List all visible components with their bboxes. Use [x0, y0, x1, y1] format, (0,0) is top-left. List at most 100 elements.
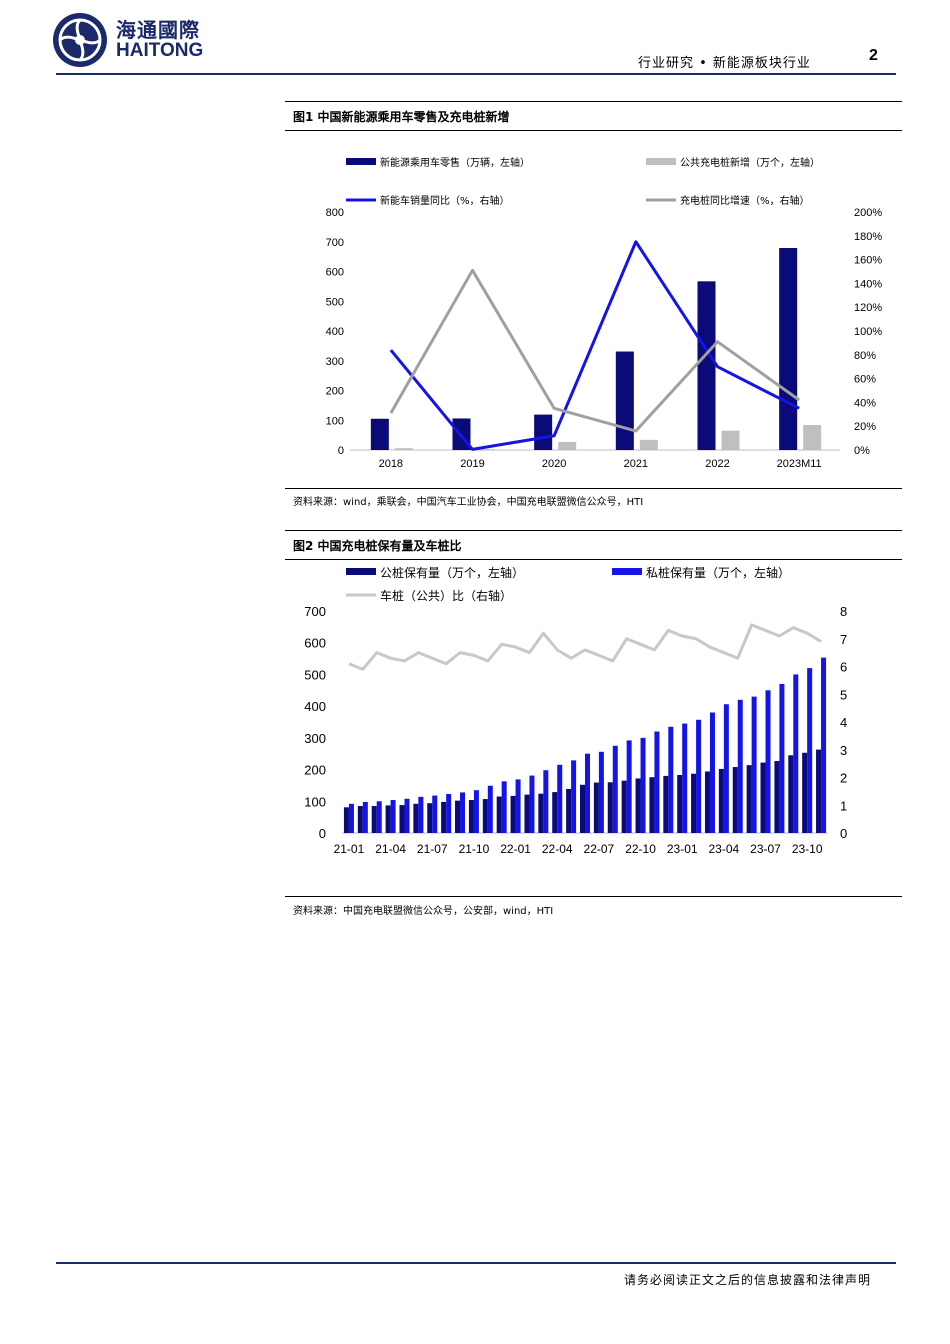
chart2-legend-swatch: [612, 568, 642, 575]
chart2-bar-public-chargers: [385, 805, 391, 833]
chart2-x-tick-label: 23-10: [792, 842, 823, 856]
chart1-legend-swatch: [346, 158, 376, 165]
chart1-legend-label: 公共充电桩新增（万个，左轴）: [680, 156, 820, 169]
chart2-bar-private-chargers: [723, 704, 729, 833]
chart2-bar-private-chargers: [779, 683, 785, 833]
chart2-bar-public-chargers: [593, 782, 599, 833]
chart2-x-tick-label: 21-01: [334, 842, 365, 856]
chart2-bar-private-chargers: [571, 760, 577, 833]
chart1-left-tick-label: 800: [326, 207, 344, 219]
chart1-bar-ev-retail: [534, 414, 553, 450]
chart2-x-tick-label: 23-07: [750, 842, 781, 856]
chart2-bar-private-chargers: [460, 792, 466, 833]
chart1-x-tick-label: 2023M11: [777, 458, 822, 470]
chart2-bar-public-chargers: [704, 771, 710, 833]
chart2-bar-public-chargers: [621, 780, 627, 833]
logo-english-text: HAITONG: [116, 40, 204, 61]
chart2-left-tick-label: 500: [304, 667, 326, 682]
chart1-bar-public-charger: [721, 430, 740, 450]
header-divider: [56, 73, 896, 75]
chart1-bar-ev-retail: [615, 351, 634, 450]
chart2-x-tick-label: 23-01: [667, 842, 698, 856]
chart2-bar-public-chargers: [343, 807, 349, 833]
figure1-title-bar: 图1 中国新能源乘用车零售及充电桩新增: [285, 101, 902, 131]
chart2-bar-private-chargers: [765, 690, 771, 833]
chart1-right-tick-label: 200%: [854, 207, 882, 219]
chart1-right-tick-label: 60%: [854, 374, 876, 386]
chart1-bar-public-charger: [476, 449, 495, 450]
footer-disclaimer: 请务必阅读正文之后的信息披露和法律声明: [624, 1273, 872, 1287]
chart2-left-tick-label: 600: [304, 636, 326, 651]
chart1-right-tick-label: 20%: [854, 421, 876, 433]
chart2-bar-public-chargers: [482, 799, 488, 833]
chart1-left-tick-label: 300: [326, 356, 344, 368]
chart2-bar-private-chargers: [404, 798, 410, 833]
chart2-bar-private-chargers: [376, 801, 382, 833]
chart1-legend-label: 新能源乘用车零售（万辆，左轴）: [380, 156, 530, 169]
chart1-line-charger-yoy: [389, 268, 801, 433]
chart2-x-tick-label: 22-07: [584, 842, 615, 856]
chart2-bar-private-chargers: [543, 770, 549, 833]
haitong-logo: 海通國際 HAITONG: [52, 12, 222, 68]
chart2-bar-private-chargers: [793, 674, 799, 833]
chart2-bar-private-chargers: [418, 796, 424, 833]
chart2-x-tick-label: 21-04: [375, 842, 406, 856]
chart2-x-tick-label: 22-04: [542, 842, 573, 856]
chart1-bar-public-charger: [558, 441, 577, 450]
figure1-source: 资料来源：wind，乘联会，中国汽车工业协会，中国充电联盟微信公众号，HTI: [293, 497, 644, 508]
chart2-legend-label: 公桩保有量（万个，左轴）: [380, 565, 524, 580]
chart2-left-tick-label: 700: [304, 604, 326, 619]
chart2-bar-private-chargers: [682, 723, 688, 833]
figure2-source: 资料来源：中国充电联盟微信公众号，公安部，wind，HTI: [293, 906, 554, 917]
chart2-bar-public-chargers: [496, 796, 502, 833]
chart2-left-tick-label: 300: [304, 731, 326, 746]
chart2-bar-public-chargers: [607, 782, 613, 833]
chart2-bar-private-chargers: [501, 781, 507, 833]
chart2-left-tick-label: 200: [304, 763, 326, 778]
chart1-bar-public-charger: [639, 439, 658, 450]
chart1-right-tick-label: 100%: [854, 326, 882, 338]
chart1-x-tick-label: 2022: [705, 458, 729, 470]
chart2-bar-public-chargers: [802, 752, 808, 833]
chart2-bar-private-chargers: [654, 731, 660, 833]
chart2-bar-public-chargers: [635, 778, 641, 833]
figure2-source-divider: [285, 896, 902, 897]
chart2-bar-private-chargers: [751, 696, 757, 833]
chart2-bar-public-chargers: [718, 768, 724, 833]
chart2-x-tick-label: 22-10: [625, 842, 656, 856]
chart1-bar-ev-retail: [697, 281, 716, 450]
chart2-bar-public-chargers: [371, 806, 377, 833]
chart2-right-tick-label: 5: [840, 687, 847, 702]
chart2-bar-public-chargers: [816, 749, 822, 833]
chart2-bar-public-chargers: [441, 801, 447, 833]
chart1-right-tick-label: 40%: [854, 397, 876, 409]
chart2-legend-swatch: [346, 568, 376, 575]
chart2-bar-public-chargers: [774, 761, 780, 833]
chart1-legend-swatch: [646, 158, 676, 165]
chart2-bar-public-chargers: [427, 803, 433, 833]
chart1-right-tick-label: 80%: [854, 350, 876, 362]
chart2-bar-public-chargers: [663, 775, 669, 833]
chart1-legend-label: 新能车销量同比（%，右轴）: [380, 194, 510, 207]
chart1-right-tick-label: 120%: [854, 302, 882, 314]
chart1-x-tick-label: 2019: [460, 458, 484, 470]
chart2-bar-private-chargers: [348, 803, 354, 833]
chart2-left-tick-label: 100: [304, 794, 326, 809]
chart1-left-tick-label: 600: [326, 267, 344, 279]
chart2-bar-private-chargers: [585, 753, 590, 833]
chart2-bar-private-chargers: [390, 800, 396, 833]
chart2-right-tick-label: 6: [840, 660, 847, 675]
chart2-bar-public-chargers: [760, 762, 766, 833]
chart2-bar-public-chargers: [566, 788, 572, 833]
logo-chinese-text: 海通國際: [116, 18, 200, 42]
chart2-bar-private-chargers: [446, 793, 452, 833]
chart1-line-ev-yoy: [389, 240, 800, 451]
chart2-right-tick-label: 3: [840, 743, 847, 758]
chart2-bar-private-chargers: [473, 790, 479, 833]
chart2-bar-private-chargers: [598, 751, 604, 833]
chart2-bar-private-chargers: [529, 775, 535, 833]
chart1-left-tick-label: 0: [338, 445, 344, 457]
chart2-bar-public-chargers: [732, 767, 738, 833]
chart2-bar-private-chargers: [737, 699, 743, 833]
chart1-bar-public-charger: [803, 425, 822, 450]
